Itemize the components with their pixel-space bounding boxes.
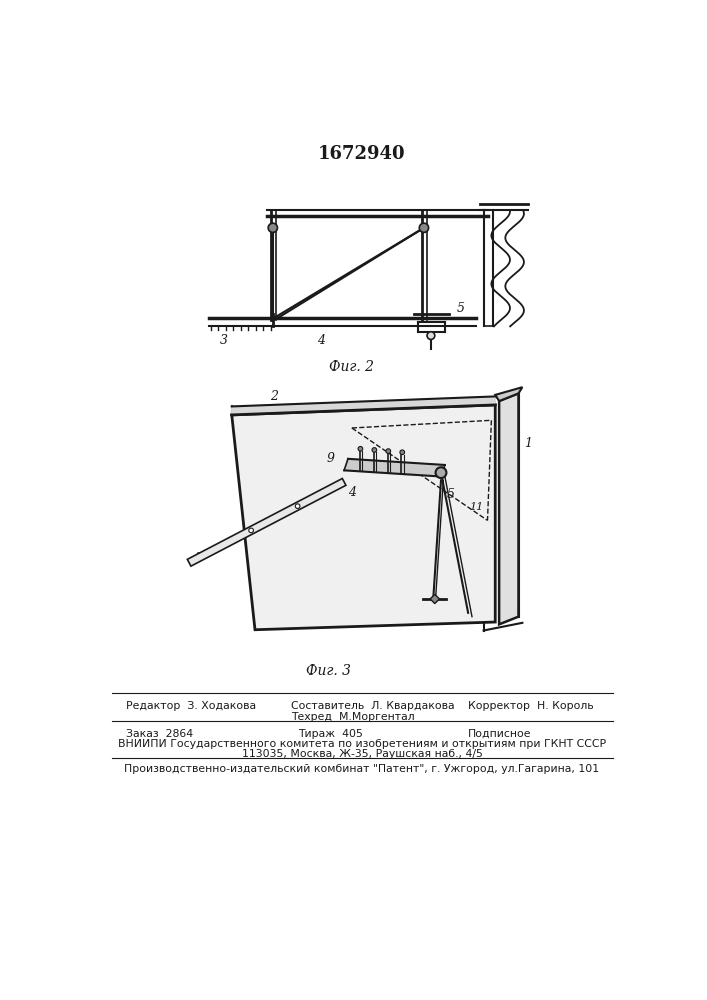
Text: Техред  М.Моргентал: Техред М.Моргентал — [291, 712, 415, 722]
Text: 11: 11 — [469, 502, 484, 512]
Circle shape — [436, 467, 446, 478]
Circle shape — [268, 223, 277, 232]
Text: 4: 4 — [348, 486, 356, 499]
Text: ВНИИПИ Государственного комитета по изобретениям и открытиям при ГКНТ СССР: ВНИИПИ Государственного комитета по изоб… — [118, 739, 606, 749]
Polygon shape — [344, 459, 445, 477]
Text: 5: 5 — [446, 488, 455, 501]
Circle shape — [358, 446, 363, 451]
Text: Заказ  2864: Заказ 2864 — [126, 729, 193, 739]
Text: Тираж  405: Тираж 405 — [298, 729, 363, 739]
Circle shape — [419, 223, 428, 232]
Text: Фиг. 3: Фиг. 3 — [306, 664, 351, 678]
Text: Производственно-издательский комбинат "Патент", г. Ужгород, ул.Гагарина, 101: Производственно-издательский комбинат "П… — [124, 764, 600, 774]
Circle shape — [400, 450, 404, 455]
Polygon shape — [187, 478, 346, 566]
Text: 1672940: 1672940 — [318, 145, 406, 163]
Circle shape — [372, 448, 377, 452]
Text: 3: 3 — [220, 334, 228, 347]
Text: 2: 2 — [270, 390, 279, 403]
Polygon shape — [232, 405, 495, 630]
Circle shape — [249, 528, 253, 533]
Text: 5: 5 — [457, 302, 464, 315]
Text: 3: 3 — [195, 552, 203, 565]
Circle shape — [427, 332, 435, 339]
Text: 9: 9 — [327, 452, 335, 465]
Circle shape — [296, 504, 300, 508]
Circle shape — [386, 449, 391, 453]
Text: Фиг. 2: Фиг. 2 — [329, 360, 375, 374]
Text: Редактор  З. Ходакова: Редактор З. Ходакова — [126, 701, 256, 711]
Text: 1: 1 — [524, 437, 532, 450]
Polygon shape — [499, 393, 518, 624]
Polygon shape — [495, 387, 522, 401]
Polygon shape — [430, 594, 440, 604]
Text: Составитель  Л. Квардакова: Составитель Л. Квардакова — [291, 701, 455, 711]
Polygon shape — [232, 396, 495, 415]
Text: Подписное: Подписное — [468, 729, 532, 739]
Text: 4: 4 — [317, 334, 325, 347]
Text: Корректор  Н. Король: Корректор Н. Король — [468, 701, 594, 711]
Text: 113035, Москва, Ж-35, Раушская наб., 4/5: 113035, Москва, Ж-35, Раушская наб., 4/5 — [242, 749, 482, 759]
